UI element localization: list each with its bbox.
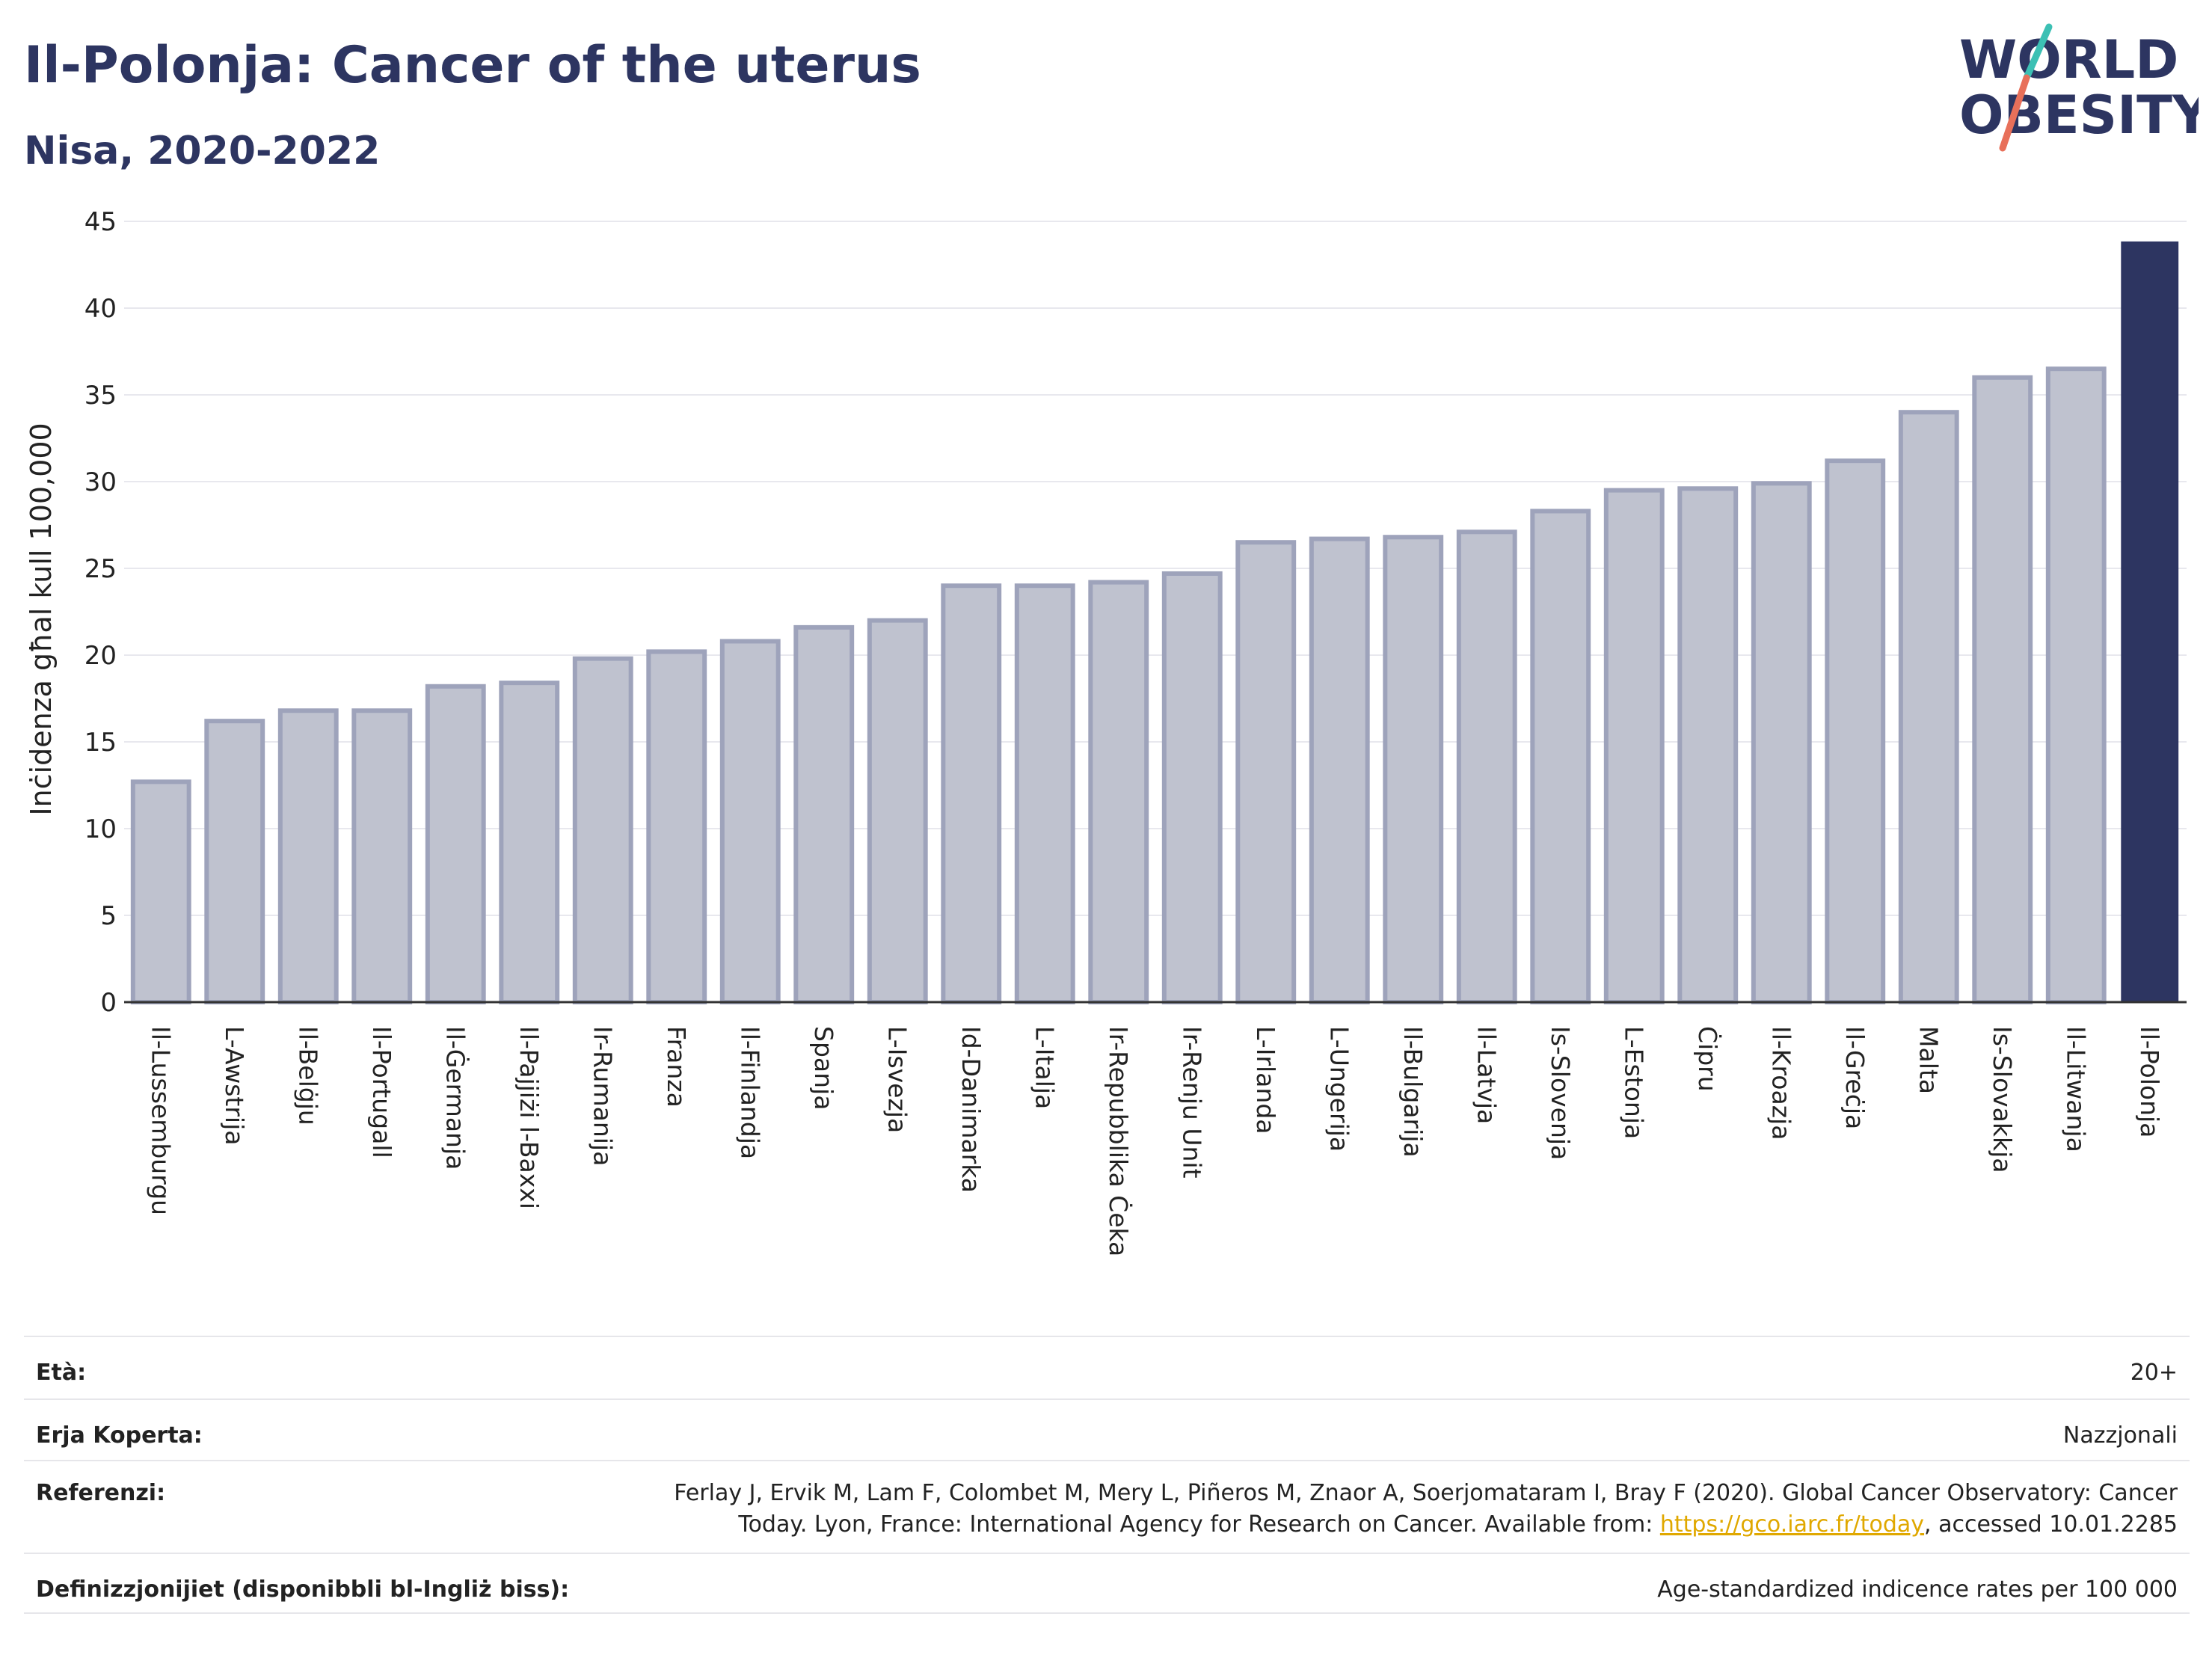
bar	[1825, 458, 1886, 1004]
x-tick-label: Il-Portugall	[367, 1026, 396, 1158]
bar	[572, 656, 633, 1004]
x-tick-label: Il-Litwanja	[2061, 1026, 2090, 1152]
bar	[2045, 366, 2107, 1004]
x-tick-label: Spanja	[809, 1026, 838, 1110]
bar	[425, 684, 486, 1004]
x-tick-label: Ir-Rumanija	[588, 1026, 617, 1166]
bar	[204, 719, 265, 1004]
x-tick-label: L-Awstrija	[220, 1026, 249, 1145]
bar	[1603, 488, 1665, 1004]
x-tick-label: Franza	[662, 1026, 691, 1108]
logo-slash-teal	[2023, 23, 2053, 82]
bar	[351, 708, 413, 1004]
bar	[867, 618, 928, 1004]
info-label-references: Referenzi:	[36, 1480, 166, 1506]
bar	[646, 649, 707, 1004]
y-tick-label: 20	[85, 641, 117, 671]
y-tick-label: 35	[85, 381, 117, 411]
bar	[499, 681, 560, 1004]
bars	[130, 241, 2179, 1004]
y-tick-label: 0	[100, 988, 117, 1018]
y-tick-label: 15	[85, 728, 117, 758]
bar	[1014, 583, 1075, 1004]
x-tick-label: L-Isvezja	[882, 1026, 912, 1133]
world-obesity-logo: WORLD OBESITY	[1959, 23, 2199, 152]
x-tick-label: Is-Slovenja	[1546, 1026, 1575, 1160]
x-tick-label: Ir-Renju Unit	[1177, 1026, 1206, 1179]
info-value-definitions: Age-standardized indicence rates per 100…	[1657, 1576, 2178, 1603]
bar	[1383, 535, 1444, 1004]
bar	[277, 708, 339, 1004]
bar	[2121, 241, 2179, 1003]
chart-subtitle: Nisa, 2020-2022	[24, 129, 381, 174]
x-tick-label: Is-Slovakkja	[1988, 1026, 2017, 1173]
x-tick-label: L-Ungerija	[1324, 1026, 1354, 1152]
y-tick-label: 40	[85, 294, 117, 324]
bar	[1235, 540, 1297, 1004]
bar	[130, 779, 191, 1004]
y-axis-ticks: 0 5 10 15 20 25 30 35 40 45	[85, 207, 117, 1018]
bar	[1972, 375, 2033, 1004]
x-tick-label: Il-Greċja	[1840, 1026, 1870, 1129]
logo-word-obesity: OBESITY	[1959, 85, 2199, 146]
y-tick-label: 30	[85, 467, 117, 497]
x-tick-label: Il-Latvja	[1472, 1026, 1501, 1124]
info-value-area: Nazzjonali	[2062, 1422, 2178, 1449]
info-row-references: Referenzi: Ferlay J, Ervik M, Lam F, Col…	[24, 1460, 2190, 1553]
info-label-age: Età:	[36, 1360, 87, 1386]
x-tick-label: Il-Kroazja	[1766, 1026, 1795, 1140]
x-tick-label: Il-Finlandja	[735, 1026, 764, 1159]
bar	[1530, 509, 1591, 1004]
y-axis-title: Inċidenza għal kull 100,000	[25, 423, 58, 815]
chart-title: Il-Polonja: Cancer of the uterus	[24, 36, 921, 95]
x-tick-label: Ir-Repubblika Ċeka	[1104, 1026, 1134, 1256]
bar	[1751, 481, 1812, 1004]
info-label-definitions: Definizzjonijiet (disponibbli bl-Ingliż …	[36, 1576, 570, 1603]
bar	[1088, 580, 1149, 1004]
info-row-definitions: Definizzjonijiet (disponibbli bl-Ingliż …	[24, 1553, 2190, 1614]
bar	[1309, 536, 1370, 1004]
x-tick-label: Il-Belġju	[293, 1026, 322, 1126]
x-tick-label: L-Estonja	[1619, 1026, 1648, 1139]
info-label-area: Erja Koperta:	[36, 1422, 203, 1449]
bar	[1898, 410, 1959, 1004]
reference-text-line1: Ferlay J, Ervik M, Lam F, Colombet M, Me…	[674, 1480, 2178, 1506]
y-tick-label: 25	[85, 554, 117, 584]
x-tick-label: Il-Lussemburgu	[146, 1026, 175, 1215]
x-tick-label: Id-Danimarka	[956, 1026, 986, 1193]
x-axis-labels: Il-Lussemburgu L-Awstrija Il-Belġju Il-Port…	[146, 1026, 2164, 1256]
info-row-area: Erja Koperta: Nazzjonali	[24, 1398, 2190, 1460]
x-tick-label: Il-Ġermanja	[440, 1026, 470, 1170]
info-row-age: Età: 20+	[24, 1336, 2190, 1398]
info-value-age: 20+	[2130, 1360, 2178, 1386]
info-table: Età: 20+ Erja Koperta: Nazzjonali Refere…	[24, 1336, 2190, 1614]
reference-text-post: , accessed 10.01.2285	[1924, 1511, 2178, 1538]
bar-chart: 0 5 10 15 20 25 30 35 40 45 Il-Lussemburgu L-Awstr…	[25, 207, 2187, 1256]
x-tick-label: L-Irlanda	[1251, 1026, 1280, 1134]
y-tick-label: 5	[100, 901, 117, 931]
y-tick-label: 45	[85, 207, 117, 237]
x-tick-label: Malta	[1914, 1026, 1943, 1094]
y-tick-label: 10	[85, 814, 117, 844]
reference-text-pre: Today. Lyon, France: International Agenc…	[738, 1511, 1660, 1538]
reference-link[interactable]: https://gco.iarc.fr/today	[1659, 1511, 1925, 1538]
bar	[719, 639, 781, 1004]
bar	[793, 624, 855, 1004]
bar	[1677, 486, 1739, 1004]
logo-slash-coral	[1999, 74, 2030, 152]
bar	[1161, 571, 1223, 1004]
logo-word-world: WORLD	[1959, 29, 2178, 90]
bar	[1456, 529, 1517, 1004]
info-value-references: Ferlay J, Ervik M, Lam F, Colombet M, Me…	[674, 1478, 2178, 1541]
x-tick-label: Il-Bulgarija	[1398, 1026, 1428, 1158]
x-tick-label: Il-Polonja	[2135, 1026, 2164, 1137]
x-tick-label: Il-Pajjiżi l-Baxxi	[514, 1026, 544, 1209]
x-tick-label: L-Italja	[1030, 1026, 1059, 1109]
bar	[941, 583, 1002, 1004]
x-tick-label: Ċipru	[1693, 1026, 1723, 1092]
